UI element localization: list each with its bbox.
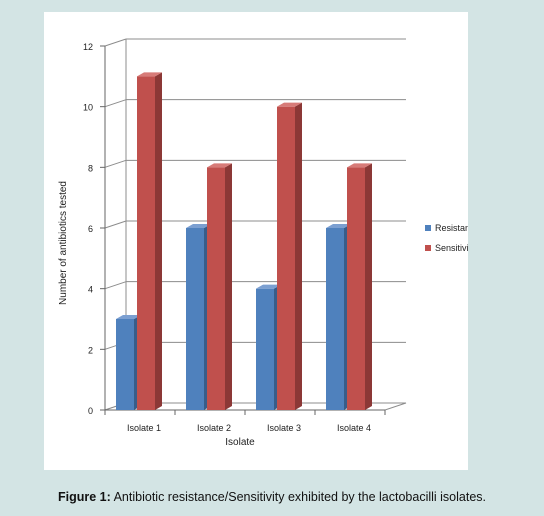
bar-top — [277, 102, 302, 107]
gridline-depth — [104, 38, 127, 47]
bar-front — [347, 167, 365, 410]
y-tick-label: 12 — [83, 42, 93, 52]
bar-front — [207, 167, 225, 410]
legend-label: Sensitivity — [435, 243, 468, 253]
bar-front — [137, 76, 155, 410]
bar-top — [256, 284, 281, 289]
chart-panel: 0 2 4 6 8 10 12 Isolate 1 Isolate 2 Isolate 3 Isol… — [44, 12, 468, 470]
x-tick-label: Isolate 3 — [267, 423, 301, 433]
bar-side — [295, 102, 302, 411]
bar-front — [256, 288, 274, 410]
bar-chart: 0 2 4 6 8 10 12 Isolate 1 Isolate 2 Isolate 3 Isol… — [58, 38, 468, 448]
bar-front — [116, 319, 134, 410]
gridline-depth — [104, 159, 127, 168]
bar-front — [326, 228, 344, 410]
y-tick-label: 2 — [88, 345, 93, 355]
x-tick-label: Isolate 1 — [127, 423, 161, 433]
figure-caption: Figure 1: Antibiotic resistance/Sensitiv… — [0, 490, 544, 504]
gridline-depth — [104, 99, 127, 108]
gridline-depth — [104, 220, 127, 229]
y-tick-label: 6 — [88, 224, 93, 234]
gridline-depth — [104, 281, 127, 290]
legend-swatch — [425, 245, 431, 251]
y-tick-label: 0 — [88, 406, 93, 416]
y-axis-title: Number of antibiotics tested — [58, 181, 69, 305]
bar-side — [225, 163, 232, 410]
bar-front — [186, 228, 204, 410]
tick-labels: 0 2 4 6 8 10 12 Isolate 1 Isolate 2 Isolate 3 Isol… — [83, 42, 371, 433]
legend-label: Resistance — [435, 223, 468, 233]
x-axis-title: Isolate — [225, 437, 255, 448]
legend-swatch — [425, 225, 431, 231]
bar-side — [365, 163, 372, 410]
figure-caption-label: Figure 1: — [58, 490, 111, 504]
figure-caption-text: Antibiotic resistance/Sensitivity exhibi… — [113, 490, 486, 504]
bar-top — [207, 163, 232, 168]
bar-sensitivity — [207, 163, 232, 410]
bar-top — [347, 163, 372, 168]
bar-sensitivity — [277, 102, 302, 411]
bars — [116, 72, 372, 411]
bar-top — [326, 224, 351, 228]
y-tick-label: 10 — [83, 103, 93, 113]
bar-side — [155, 72, 162, 411]
x-tick-label: Isolate 2 — [197, 423, 231, 433]
y-tick-label: 4 — [88, 285, 93, 295]
y-tick-label: 8 — [88, 163, 93, 173]
bar-top — [116, 315, 141, 319]
bar-sensitivity — [347, 163, 372, 410]
x-tick-label: Isolate 4 — [337, 423, 371, 433]
bar-top — [137, 72, 162, 77]
bar-top — [186, 224, 211, 228]
bar-front — [277, 106, 295, 411]
bar-sensitivity — [137, 72, 162, 411]
legend: Resistance Sensitivity — [425, 223, 468, 253]
